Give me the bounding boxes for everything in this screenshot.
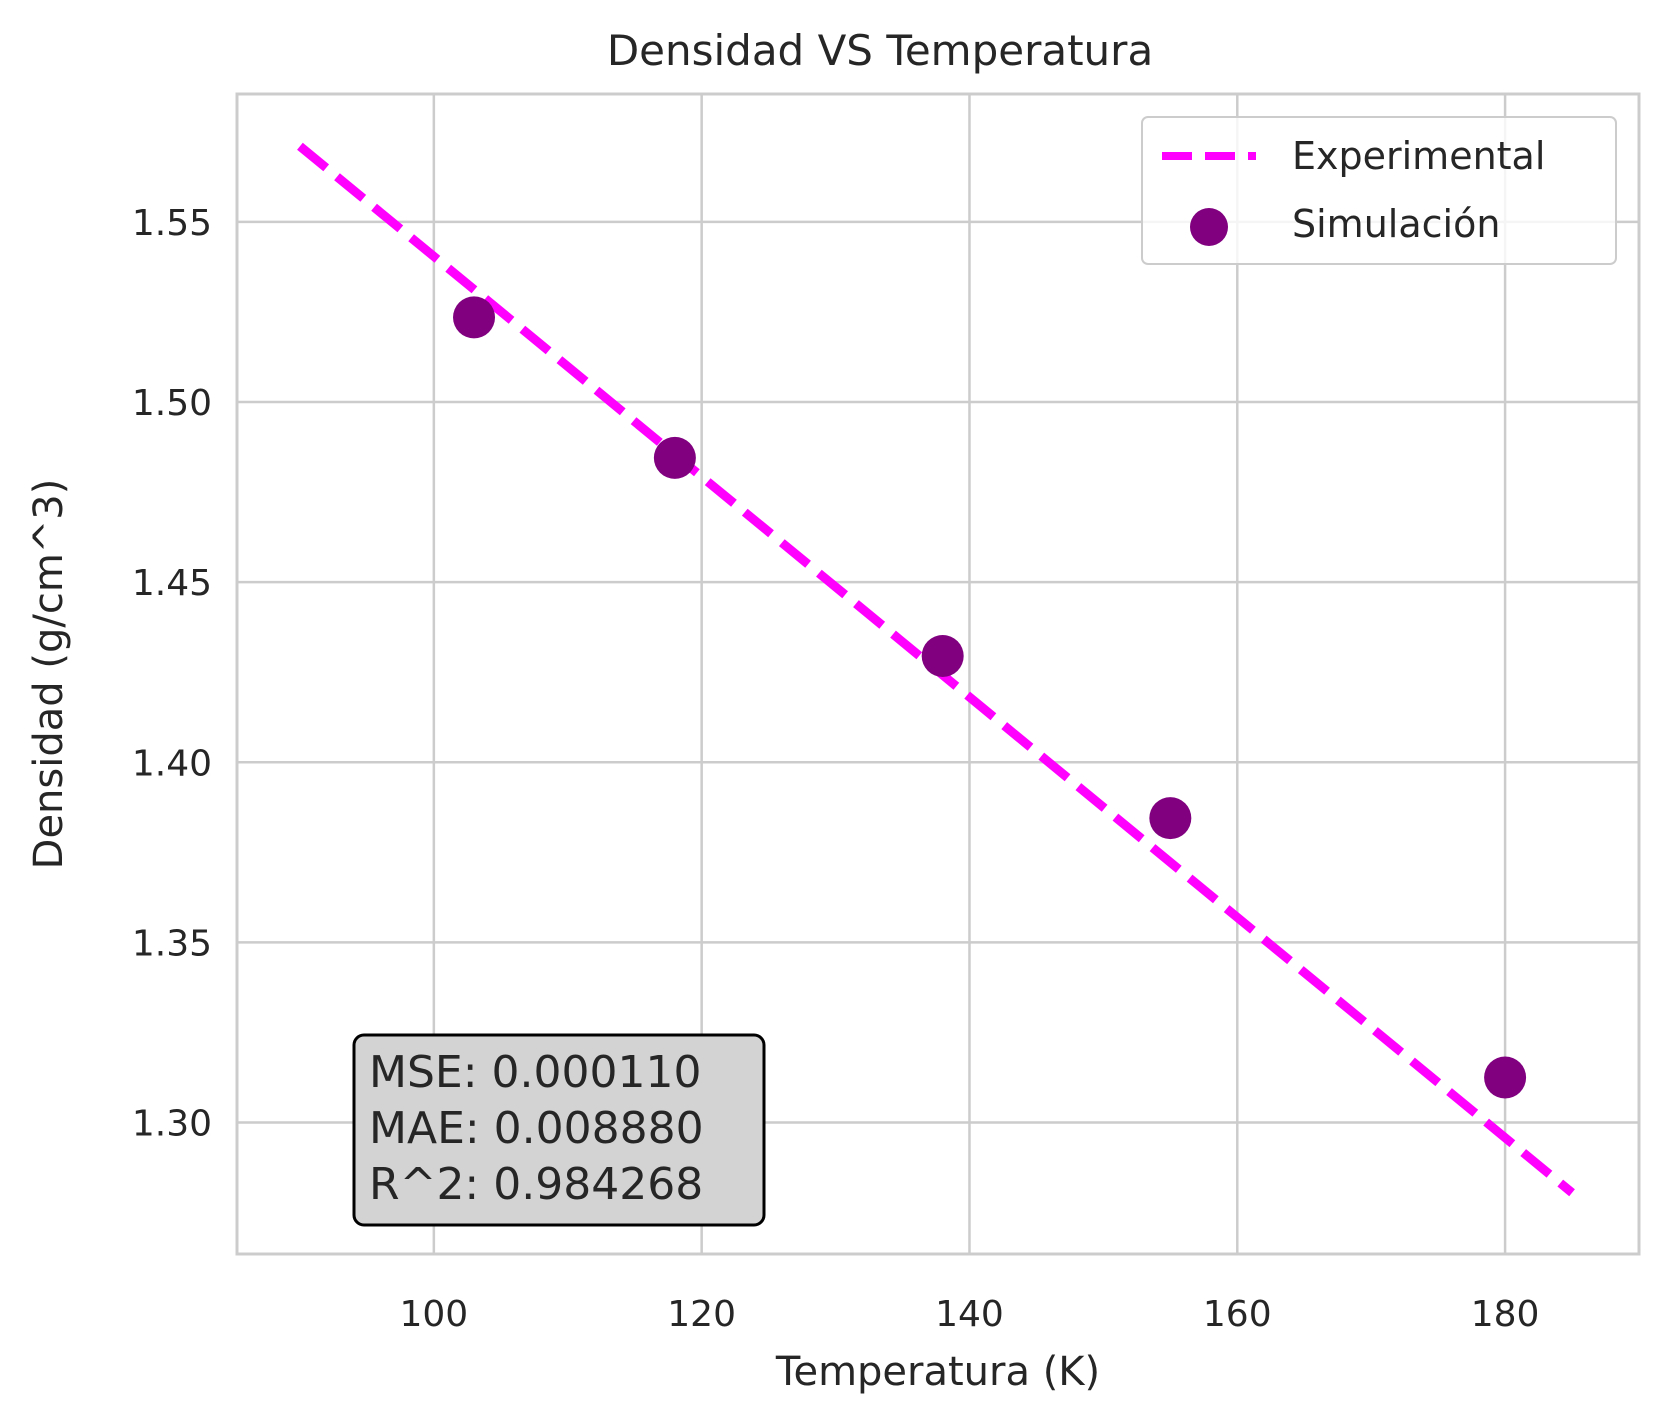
x-tick-labels: 100 120 140 160 180 — [399, 1294, 1539, 1335]
stats-annotation: MSE: 0.000110 MAE: 0.008880 R^2: 0.98426… — [352, 1033, 766, 1227]
legend: Experimental Simulación — [1141, 116, 1617, 265]
x-tick-label: 160 — [1203, 1294, 1272, 1335]
legend-label-experimental: Experimental — [1292, 134, 1545, 178]
simulation-point — [921, 634, 964, 677]
stats-box — [352, 1033, 766, 1227]
stats-mse: MSE: 0.000110 — [369, 1047, 701, 1098]
x-tick-label: 100 — [399, 1294, 468, 1335]
y-tick-label: 1.55 — [132, 203, 212, 244]
x-tick-label: 140 — [935, 1294, 1004, 1335]
simulation-point — [1484, 1056, 1527, 1099]
x-tick-label: 180 — [1471, 1294, 1540, 1335]
stats-mae: MAE: 0.008880 — [369, 1103, 704, 1154]
y-tick-label: 1.40 — [132, 743, 212, 784]
y-tick-labels: 1.30 1.35 1.40 1.45 1.50 1.55 — [132, 203, 212, 1145]
x-axis-label: Temperatura (K) — [775, 1349, 1100, 1395]
simulation-point — [1149, 797, 1192, 840]
y-tick-label: 1.35 — [132, 923, 212, 964]
y-axis-label: Densidad (g/cm^3) — [26, 479, 72, 870]
legend-label-simulacion: Simulación — [1292, 202, 1500, 246]
chart-title: Densidad VS Temperatura — [607, 26, 1153, 75]
legend-marker-swatch — [1190, 208, 1228, 246]
stats-r2: R^2: 0.984268 — [369, 1159, 703, 1210]
legend-box — [1141, 116, 1617, 265]
y-tick-label: 1.45 — [132, 563, 212, 604]
plot-frame — [235, 92, 1641, 1256]
x-tick-label: 120 — [667, 1294, 736, 1335]
y-tick-label: 1.50 — [132, 383, 212, 424]
simulation-point — [653, 436, 696, 479]
series-layer — [297, 142, 1575, 1197]
simulation-point — [453, 296, 496, 339]
y-tick-label: 1.30 — [132, 1104, 212, 1145]
